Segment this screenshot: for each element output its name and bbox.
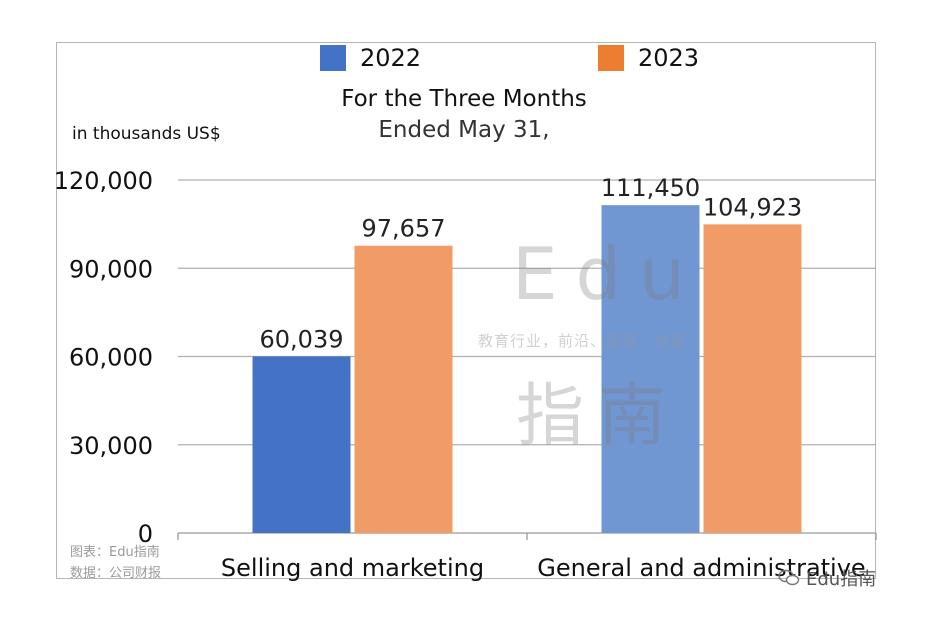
data-credit: 数据：公司财报 <box>70 566 162 581</box>
bar-2022-selling <box>252 356 351 533</box>
legend-swatch-2023 <box>598 45 624 71</box>
legend-swatch-2022 <box>320 45 346 71</box>
bar-2022-general <box>601 205 700 533</box>
legend-label-2023: 2023 <box>638 44 700 72</box>
data-label: 60,039 <box>260 325 344 353</box>
y-tick-label: 60,000 <box>69 344 153 372</box>
wechat-icon <box>778 569 800 586</box>
brand-badge: Edu指南 <box>778 565 876 591</box>
chart-frame <box>56 42 876 579</box>
y-tick-label: 120,000 <box>54 167 153 195</box>
watermark-edu: Edu <box>512 232 703 316</box>
legend-item-2022: 2022 <box>320 44 421 72</box>
y-tick-label: 30,000 <box>69 432 153 460</box>
x-category-label: Selling and marketing <box>221 554 484 582</box>
chart-title-line1: For the Three Months <box>341 86 587 112</box>
y-tick-label: 0 <box>138 520 153 548</box>
y-tick-label: 90,000 <box>69 255 153 283</box>
data-label: 104,923 <box>703 193 802 221</box>
x-category-label: General and administrative <box>537 554 865 582</box>
data-label: 111,450 <box>601 174 700 202</box>
chart-credit: 图表：Edu指南 <box>70 545 160 560</box>
legend-label-2022: 2022 <box>360 44 422 72</box>
brand-text: Edu指南 <box>806 569 877 590</box>
watermark-cn: 指南 <box>516 377 681 456</box>
watermark-tagline: 教育行业，前沿、深度、独家 <box>478 332 687 350</box>
legend-item-2023: 2023 <box>598 44 699 72</box>
y-axis-unit-label: in thousands US$ <box>72 124 221 144</box>
chart-title-line2: Ended May 31, <box>378 117 550 143</box>
data-label: 97,657 <box>362 215 446 243</box>
bar-2023-general <box>703 224 802 533</box>
bar-2023-selling <box>354 245 453 534</box>
